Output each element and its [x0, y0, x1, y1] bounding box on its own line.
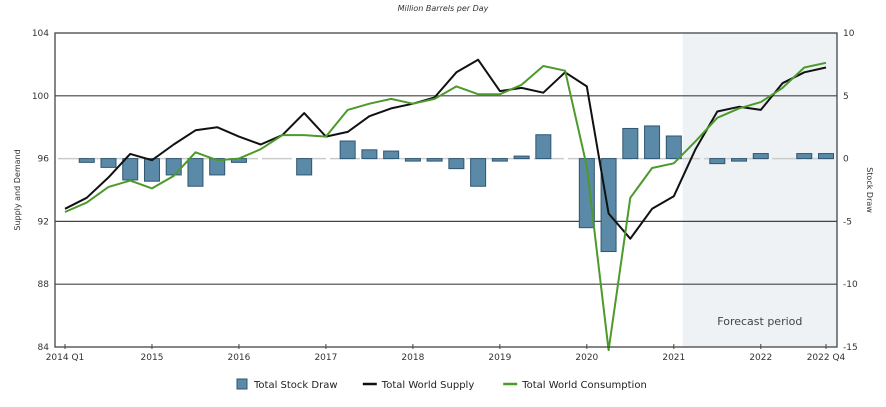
stock-draw-bar [339, 140, 356, 160]
legend-label: Total World Supply [381, 380, 475, 391]
stock-draw-bar [578, 158, 595, 229]
y-tick-right-label: -15 [843, 343, 858, 353]
stock-draw-bar [404, 158, 421, 162]
y-axis-right-title: Stock Draw [865, 167, 874, 213]
stock-draw-bar [644, 125, 661, 160]
stock-draw-bar [78, 158, 95, 163]
stock-draw-bar [426, 158, 443, 162]
stock-draw-bar [731, 158, 748, 162]
stock-draw-bar [600, 158, 617, 253]
forecast-label: Forecast period [717, 315, 802, 328]
x-tick-label: 2022 [749, 353, 772, 363]
y-tick-right-label: 10 [843, 29, 855, 39]
legend-label: Total World Consumption [521, 380, 647, 391]
stock-draw-bar [470, 158, 487, 187]
y-tick-left-label: 84 [38, 343, 50, 353]
series-lines [64, 58, 827, 352]
y-tick-right-label: -5 [843, 217, 852, 227]
chart-subtitle: Million Barrels per Day [398, 4, 489, 13]
forecast-region [682, 33, 837, 347]
grid-lines [55, 95, 837, 285]
x-axis: 2014 Q1 2015 2016 2017 2018 2019 2020 2021 2022 2… [46, 344, 846, 363]
x-tick-label: 2020 [575, 353, 598, 363]
stock-draw-bar [535, 134, 552, 160]
x-tick-label: 2017 [314, 353, 337, 363]
stock-draw-bar [361, 149, 378, 160]
y-tick-left-label: 88 [38, 280, 50, 290]
stock-draw-bar [165, 158, 182, 176]
stock-draw-bar [818, 153, 834, 160]
stock-draw-bar [448, 158, 465, 170]
stock-draw-bars [78, 125, 834, 253]
stock-draw-bar [122, 158, 139, 181]
total-world-consumption-line [64, 61, 827, 352]
y-axis-left-title: Supply and Demand [13, 149, 22, 230]
y-tick-right-label: 0 [843, 155, 849, 165]
stock-draw-bar [187, 158, 204, 187]
y-tick-left-label: 100 [32, 92, 49, 102]
x-tick-label: 2018 [401, 353, 424, 363]
legend-swatch-bar [236, 378, 248, 390]
x-tick-label: 2022 Q4 [807, 353, 846, 363]
plot-frame [54, 32, 838, 348]
y-tick-right-label: -10 [843, 280, 858, 290]
x-tick-label: 2021 [662, 353, 685, 363]
stock-draw-bar [752, 153, 769, 160]
stock-draw-bar [143, 158, 160, 182]
total-world-supply-line [64, 58, 827, 240]
legend-label: Total Stock Draw [253, 380, 338, 391]
stock-draw-bar [665, 135, 682, 160]
legend: Total Stock Draw Total World Supply Total … [236, 378, 647, 391]
x-tick-label: 2014 Q1 [46, 353, 85, 363]
x-tick-label: 2016 [227, 353, 250, 363]
x-tick-label: 2015 [141, 353, 164, 363]
stock-draw-bar [622, 127, 639, 160]
y-tick-right-label: 5 [843, 92, 849, 102]
stock-draw-bar [383, 150, 400, 160]
stock-draw-bar [513, 155, 530, 160]
stock-draw-bar [709, 158, 726, 165]
stock-draw-bar [796, 153, 813, 160]
y-axis-left: 84 88 92 96 100 104 [32, 29, 49, 353]
y-tick-left-label: 96 [38, 155, 50, 165]
x-tick-label: 2019 [488, 353, 511, 363]
stock-draw-bar [100, 158, 117, 168]
y-axis-right: -15 -10 -5 0 5 10 [843, 29, 858, 353]
stock-draw-bar [209, 158, 226, 176]
y-tick-left-label: 92 [38, 217, 49, 227]
stock-draw-bar [296, 158, 313, 176]
stock-draw-bar [491, 158, 508, 162]
y-tick-left-label: 104 [32, 29, 49, 39]
